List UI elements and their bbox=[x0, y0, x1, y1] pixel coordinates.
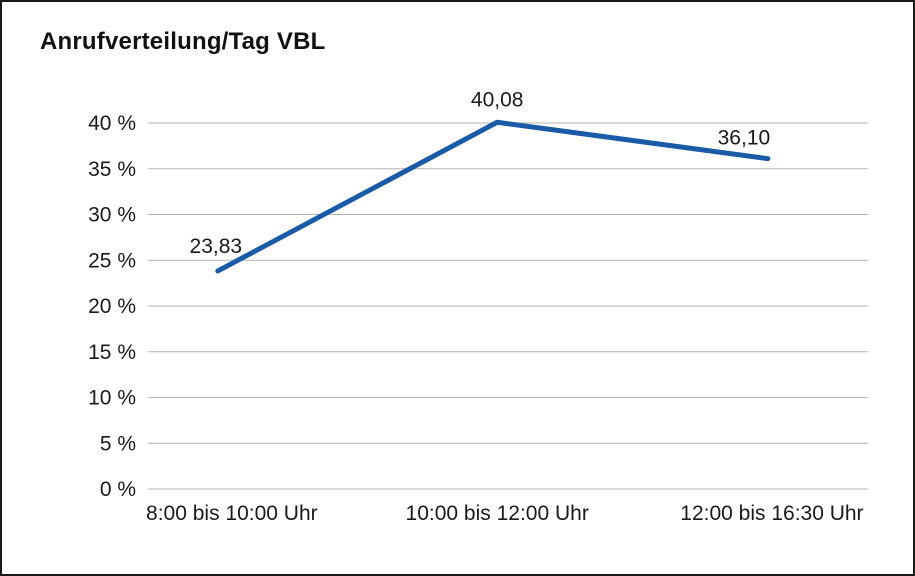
x-tick-label: 12:00 bis 16:30 Uhr bbox=[680, 502, 863, 525]
x-tick-label: 8:00 bis 10:00 Uhr bbox=[146, 502, 318, 525]
y-tick-label: 30 % bbox=[88, 204, 136, 227]
data-line-series bbox=[215, 119, 771, 274]
y-tick-label: 20 % bbox=[88, 295, 136, 318]
y-tick-label: 35 % bbox=[88, 158, 136, 181]
data-point-label: 40,08 bbox=[471, 88, 524, 111]
x-tick-label: 10:00 bis 12:00 Uhr bbox=[406, 502, 589, 525]
y-tick-label: 5 % bbox=[100, 432, 136, 455]
data-point-label: 23,83 bbox=[190, 235, 243, 258]
y-tick-label: 15 % bbox=[88, 341, 136, 364]
y-tick-label: 0 % bbox=[100, 478, 136, 501]
y-tick-label: 40 % bbox=[88, 112, 136, 135]
y-tick-label: 10 % bbox=[88, 387, 136, 410]
data-point-label: 36,10 bbox=[718, 127, 771, 150]
y-tick-label: 25 % bbox=[88, 249, 136, 272]
chart-title: Anrufverteilung/Tag VBL bbox=[40, 28, 326, 55]
